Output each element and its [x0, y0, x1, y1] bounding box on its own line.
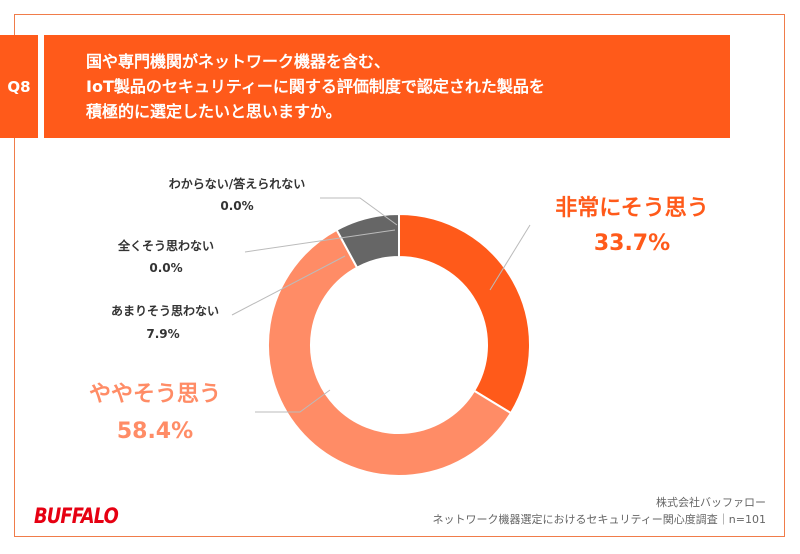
value-label-2: 7.9% [146, 327, 180, 341]
footer-company: 株式会社バッファロー [656, 496, 766, 509]
value-label-3: 0.0% [149, 261, 183, 275]
category-label-2: あまりそう思わない [110, 304, 220, 318]
chart-frame [14, 14, 785, 537]
value-label-0: 33.7% [593, 231, 671, 256]
leader-line-4 [320, 197, 398, 226]
value-label-4: 0.0% [220, 199, 254, 213]
category-label-4: わからない/答えられない [168, 177, 306, 191]
leader-line-0 [489, 224, 531, 291]
question-line: 積極的に選定したいと思いますか。 [86, 102, 342, 121]
leader-line-1 [255, 389, 331, 413]
question-title: 国や専門機関がネットワーク機器を含む、 IoT製品のセキュリティーに関する評価制… [44, 35, 730, 138]
category-label-0: 非常にそう思う [555, 196, 709, 221]
footer: 株式会社バッファロー ネットワーク機器選定におけるセキュリティー関心度調査｜n=… [432, 494, 766, 528]
value-label-1: 58.4% [116, 419, 194, 444]
donut-slice-2 [335, 212, 400, 269]
donut-slice-0 [398, 212, 531, 415]
buffalo-logo: BUFFALO [34, 504, 119, 528]
question-line: 国や専門機関がネットワーク機器を含む、 [86, 52, 391, 71]
footer-source: ネットワーク機器選定におけるセキュリティー関心度調査｜n=101 [432, 513, 766, 526]
leader-line-3 [244, 229, 396, 253]
donut-slice-1 [267, 228, 513, 477]
leader-line-2 [231, 255, 346, 316]
category-label-1: ややそう思う [88, 382, 222, 407]
question-number: Q8 [0, 35, 38, 138]
question-line: IoT製品のセキュリティーに関する評価制度で認定された製品を [86, 77, 545, 96]
category-label-3: 全くそう思わない [117, 239, 215, 253]
